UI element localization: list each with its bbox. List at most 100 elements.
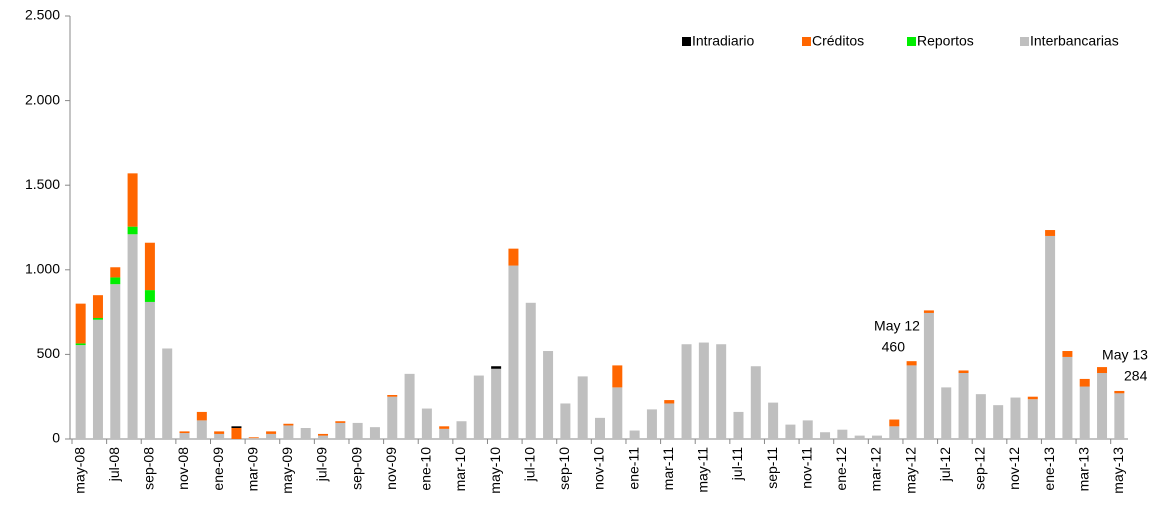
- x-tick-label: sep-09: [348, 447, 364, 490]
- bar-segment: [1097, 367, 1108, 374]
- x-tick-label: nov-12: [1006, 447, 1022, 490]
- bar-segment: [214, 433, 225, 439]
- x-tick-label: may-13: [1110, 447, 1126, 494]
- bar-segment: [162, 348, 173, 439]
- bar-segment: [283, 423, 294, 426]
- bar-segment: [179, 433, 190, 439]
- annotation: 284: [1124, 368, 1148, 384]
- bar-segment: [802, 420, 813, 439]
- y-tick-label: 2.500: [25, 7, 60, 23]
- x-tick-label: ene-09: [210, 447, 226, 491]
- x-tick-label: jul-09: [314, 447, 330, 482]
- bar-segment: [958, 373, 969, 439]
- x-tick-label: mar-12: [868, 447, 884, 492]
- bar-segment: [1079, 386, 1090, 439]
- bar-segment: [144, 290, 155, 302]
- x-tick-label: nov-09: [383, 447, 399, 490]
- bar-segment: [473, 375, 484, 439]
- bar-segment: [318, 435, 329, 439]
- bar-segment: [75, 303, 86, 344]
- bar-segment: [248, 438, 259, 439]
- annotation: 460: [882, 339, 906, 355]
- legend-label: Créditos: [812, 33, 864, 49]
- bar-segment: [698, 342, 709, 439]
- x-tick-label: ene-12: [833, 447, 849, 491]
- bar-segment: [508, 248, 519, 266]
- bar-segment: [231, 428, 242, 439]
- bar-segment: [127, 226, 138, 235]
- bar-segment: [854, 435, 865, 439]
- bar-segment: [127, 234, 138, 439]
- y-tick-label: 2.000: [25, 91, 60, 107]
- bar-segment: [196, 420, 207, 439]
- bar-segment: [335, 421, 346, 423]
- legend-swatch: [907, 37, 916, 46]
- bar-segment: [1114, 393, 1125, 439]
- bar-segment: [837, 429, 848, 439]
- bar-segment: [820, 432, 831, 439]
- x-tick-label: sep-08: [141, 447, 157, 490]
- bar-segment: [646, 409, 657, 439]
- bar-segment: [491, 366, 502, 369]
- x-tick-label: may-09: [279, 447, 295, 494]
- x-tick-label: sep-12: [972, 447, 988, 490]
- legend-swatch: [682, 37, 691, 46]
- bar-segment: [525, 302, 536, 439]
- bar-segment: [681, 344, 692, 439]
- bar-segment: [577, 376, 588, 439]
- bar-segment: [421, 408, 432, 439]
- bar-segment: [1010, 397, 1021, 439]
- bar-segment: [439, 426, 450, 429]
- bar-segment: [1045, 230, 1056, 236]
- annotation: May 13: [1102, 347, 1148, 363]
- bar-segment: [387, 395, 398, 397]
- bar-segment: [369, 427, 380, 439]
- bar-segment: [110, 277, 121, 285]
- bar-segment: [439, 428, 450, 439]
- bar-segment: [1045, 235, 1056, 439]
- bar-segment: [318, 433, 329, 436]
- bar-segment: [889, 419, 900, 427]
- legend-swatch: [1020, 37, 1029, 46]
- bar-segment: [923, 312, 934, 439]
- bar-segment: [248, 437, 259, 439]
- legend-label: Interbancarias: [1030, 33, 1119, 49]
- bar-segment: [716, 344, 727, 439]
- bar-segment: [387, 396, 398, 439]
- bar-segment: [906, 361, 917, 366]
- bar-segment: [456, 421, 467, 439]
- bar-segment: [993, 405, 1004, 439]
- x-tick-label: jul-10: [521, 447, 537, 482]
- bar-segment: [75, 343, 86, 346]
- y-tick-label: 0: [52, 430, 60, 446]
- bar-segment: [214, 431, 225, 434]
- x-tick-label: may-10: [487, 447, 503, 494]
- x-tick-label: may-11: [695, 447, 711, 493]
- x-tick-label: nov-08: [175, 447, 191, 490]
- bar-segment: [179, 431, 190, 434]
- bar-segment: [871, 435, 882, 439]
- bar-segment: [127, 173, 138, 227]
- bar-segment: [266, 433, 277, 439]
- bar-segment: [144, 242, 155, 291]
- bar-segment: [768, 402, 779, 439]
- bar-segment: [404, 373, 415, 439]
- x-tick-label: mar-11: [660, 447, 676, 491]
- x-tick-label: mar-13: [1075, 447, 1091, 492]
- bar-segment: [733, 411, 744, 439]
- bar-segment: [785, 424, 796, 439]
- x-tick-label: may-12: [902, 447, 918, 494]
- bar-segment: [92, 295, 103, 319]
- legend-label: Intradiario: [692, 33, 754, 49]
- bar-segment: [750, 366, 761, 439]
- y-tick-label: 500: [37, 345, 61, 361]
- x-tick-label: sep-11: [764, 447, 780, 489]
- bar-segment: [491, 368, 502, 439]
- legend-swatch: [802, 37, 811, 46]
- bar-segment: [975, 394, 986, 439]
- x-tick-label: ene-13: [1041, 447, 1057, 491]
- bar-segment: [543, 351, 554, 439]
- bar-segment: [300, 428, 311, 439]
- bar-segment: [1079, 378, 1090, 387]
